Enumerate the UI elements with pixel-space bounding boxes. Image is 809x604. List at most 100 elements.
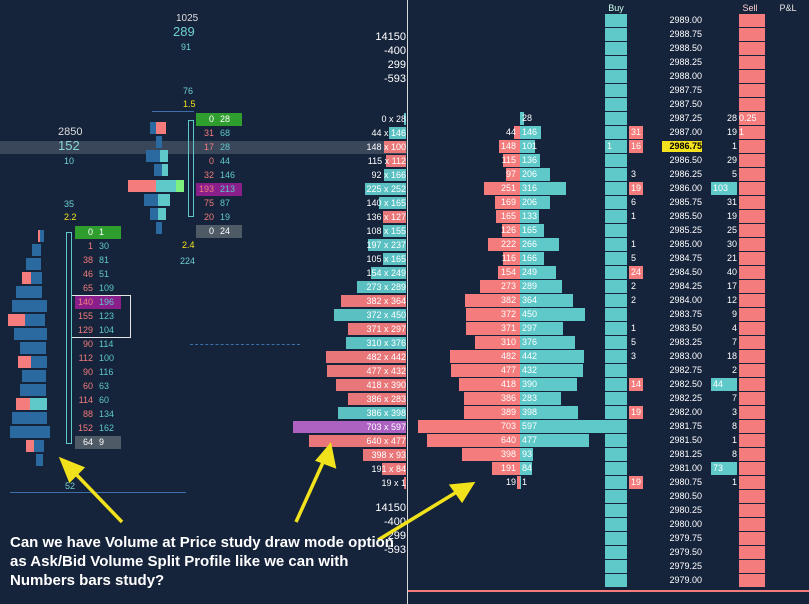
ladder-row[interactable]: 2981.25 398 93 8 xyxy=(408,448,809,462)
dashed-line xyxy=(190,344,300,345)
nb-bid: 114 xyxy=(78,395,93,405)
ladder-row[interactable]: 2980.00 xyxy=(408,518,809,532)
ladder-row[interactable]: 2984.75 116 166 5 21 xyxy=(408,252,809,266)
ladder-row[interactable]: 2985.00 222 266 1 30 xyxy=(408,238,809,252)
nb-bid: 60 xyxy=(82,381,93,391)
ladder-row[interactable]: 2981.50 640 477 1 xyxy=(408,434,809,448)
ladder-row[interactable]: 2986.50 115 136 29 xyxy=(408,154,809,168)
buy-volume-bg xyxy=(629,406,643,419)
price-line xyxy=(10,492,186,493)
sell-cell xyxy=(739,574,765,587)
ladder-row[interactable]: 2979.75 xyxy=(408,532,809,546)
ladder-row[interactable]: 2987.25 28 28 0.25 xyxy=(408,112,809,126)
ladder-row[interactable]: 2979.50 xyxy=(408,546,809,560)
ladder-row[interactable]: 2982.75 477 432 2 xyxy=(408,364,809,378)
ladder-row[interactable]: 2987.00 44 146 31 19 1 xyxy=(408,126,809,140)
nb-bid: 64 xyxy=(82,437,93,447)
price-cell: 2984.25 xyxy=(669,281,702,291)
ladder-row[interactable]: 2986.25 97 206 3 5 xyxy=(408,168,809,182)
profile-bar-bid xyxy=(16,398,30,410)
vap-bar xyxy=(368,239,406,251)
buy-volume: 19 xyxy=(631,407,642,417)
ladder-bid: 126 xyxy=(500,225,516,235)
vap-label: 273 x 289 xyxy=(366,282,406,292)
nb-ask: 116 xyxy=(99,367,114,377)
ladder-ask: 206 xyxy=(522,169,538,179)
vap-label: 148 x 100 xyxy=(366,142,406,152)
ladder-bid: 115 xyxy=(501,155,516,165)
ladder-bid: 640 xyxy=(500,435,516,445)
price-cell: 2985.00 xyxy=(669,239,702,249)
buy-cell xyxy=(605,84,627,97)
profile-bar-ask xyxy=(31,356,47,368)
ladder-row[interactable]: 2983.75 372 450 9 xyxy=(408,308,809,322)
ladder-row[interactable]: 2983.25 310 376 5 7 xyxy=(408,336,809,350)
sell-cell xyxy=(739,308,765,321)
nb-ask: 109 xyxy=(99,283,115,293)
ladder-ask: 432 xyxy=(522,365,538,375)
buy-volume: 2 xyxy=(631,281,637,291)
ladder-bid-bar xyxy=(450,350,520,363)
vap-bar xyxy=(384,141,406,153)
ladder-row[interactable]: 2982.25 386 283 7 xyxy=(408,392,809,406)
ladder-row[interactable]: 2981.75 703 597 8 xyxy=(408,420,809,434)
ladder-row[interactable]: 2980.50 xyxy=(408,490,809,504)
profile-bar xyxy=(154,164,162,176)
profile-bar xyxy=(162,164,168,176)
ladder-bid-bar xyxy=(464,392,520,405)
price-cell: 2986.75 xyxy=(662,141,702,152)
ladder-row[interactable]: 2986.75 148 101 1 16 1 xyxy=(408,140,809,154)
profile-bar-ask xyxy=(34,440,44,452)
profile-bar-ask xyxy=(28,426,50,438)
ladder-row[interactable]: 2984.00 382 364 2 12 xyxy=(408,294,809,308)
ladder-row[interactable]: 2985.75 169 206 6 31 xyxy=(408,196,809,210)
profile-bar-ask xyxy=(32,384,46,396)
ladder-row[interactable]: 2985.50 165 133 1 19 xyxy=(408,210,809,224)
price-cell: 2986.25 xyxy=(669,169,702,179)
vap-label: 197 x 237 xyxy=(366,240,406,250)
ladder-bid: 97 xyxy=(505,169,516,179)
ladder-ask-bar xyxy=(520,406,578,419)
ladder-row[interactable]: 2983.00 482 442 3 18 xyxy=(408,350,809,364)
numbers-bars-chart[interactable]: 1025 289 91 76 1.5 2850 152 10 35 2.2 2.4 224 52 0 28… xyxy=(0,0,407,604)
buy-cell xyxy=(605,42,627,55)
buy-volume: 19 xyxy=(631,183,642,193)
nb-bid: 38 xyxy=(82,255,93,265)
vap-stat: 14150 xyxy=(375,31,406,43)
ladder-bid-bar xyxy=(475,336,520,349)
ladder-row[interactable]: 2985.25 126 165 25 xyxy=(408,224,809,238)
ladder-row[interactable]: 2987.50 xyxy=(408,98,809,112)
nb-ask: 28 xyxy=(220,114,231,124)
ladder-row[interactable]: 2988.00 xyxy=(408,70,809,84)
buy-cell xyxy=(605,574,627,587)
ladder-row[interactable]: 2981.00 191 84 73 xyxy=(408,462,809,476)
ladder-row[interactable]: 2980.25 xyxy=(408,504,809,518)
ladder-row[interactable]: 2980.75 19 1 19 1 xyxy=(408,476,809,490)
ladder-row[interactable]: 2984.50 154 249 24 40 xyxy=(408,266,809,280)
ladder-row[interactable]: 2979.25 xyxy=(408,560,809,574)
vap-label: 105 x 165 xyxy=(366,254,406,264)
buy-volume-bg xyxy=(629,266,643,279)
trade-count: 4 xyxy=(731,323,737,333)
buy-cell xyxy=(605,560,627,573)
ladder-row[interactable]: 2982.00 389 398 19 3 xyxy=(408,406,809,420)
ladder-row[interactable]: 2987.75 xyxy=(408,84,809,98)
ladder-row[interactable]: 2983.50 371 297 1 4 xyxy=(408,322,809,336)
nb-bid: 0 xyxy=(87,227,93,237)
profile-bar xyxy=(158,194,170,206)
buy-volume: 19 xyxy=(631,477,642,487)
ladder-row[interactable]: 2984.25 273 289 2 17 xyxy=(408,280,809,294)
buy-volume: 6 xyxy=(631,197,637,207)
ladder-row[interactable]: 2989.00 xyxy=(408,14,809,28)
ladder-ask-bar xyxy=(520,154,540,167)
ladder-row[interactable]: 2988.75 xyxy=(408,28,809,42)
price-cell: 2988.00 xyxy=(669,71,702,81)
ladder-row[interactable]: 2988.25 xyxy=(408,56,809,70)
profile-bar-ask xyxy=(25,314,45,326)
ladder-row[interactable]: 2988.50 xyxy=(408,42,809,56)
ladder-row[interactable]: 2986.00 251 316 19 103 xyxy=(408,182,809,196)
dom-ladder[interactable]: Buy Sell P&L 2989.00 2988.75 2988.50 2988.2… xyxy=(408,0,809,604)
ladder-row[interactable]: 2979.00 xyxy=(408,574,809,588)
ladder-row[interactable]: 2982.50 418 390 14 44 xyxy=(408,378,809,392)
ladder-ask-bar xyxy=(520,308,586,321)
